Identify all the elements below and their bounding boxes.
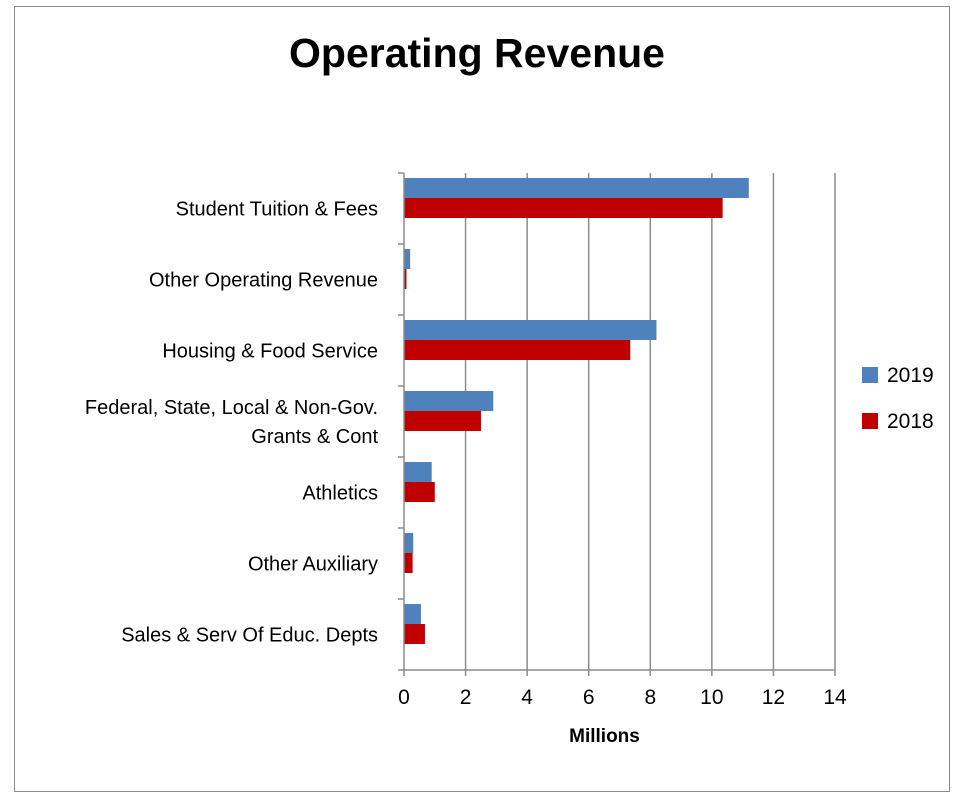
legend-swatch-2018 — [862, 413, 878, 429]
x-axis-title: Millions — [569, 726, 640, 747]
legend-label-2019: 2019 — [887, 364, 934, 387]
x-tick-label: 0 — [398, 686, 410, 709]
bar-2018 — [404, 269, 407, 289]
category-label: Housing & Food Service — [162, 341, 378, 363]
bar-2018 — [404, 340, 631, 360]
x-tick-label: 6 — [583, 686, 595, 709]
category-label: Grants & Cont — [251, 426, 378, 448]
x-tick-label: 4 — [521, 686, 533, 709]
x-tick-label: 12 — [762, 686, 785, 709]
x-tick-label: 2 — [460, 686, 472, 709]
category-label: Other Operating Revenue — [149, 270, 378, 292]
bar-2019 — [404, 178, 749, 198]
bar-2019 — [404, 249, 411, 269]
x-tick-label: 8 — [644, 686, 656, 709]
bar-2018 — [404, 482, 435, 502]
category-label: Other Auxiliary — [248, 554, 378, 576]
legend-label-2018: 2018 — [887, 410, 934, 433]
bar-2018 — [404, 624, 425, 644]
bar-2018 — [404, 198, 723, 218]
x-tick-label: 14 — [823, 686, 847, 709]
bar-2019 — [404, 462, 432, 482]
bar-2019 — [404, 604, 421, 624]
bar-2018 — [404, 411, 481, 431]
category-label: Federal, State, Local & Non-Gov. — [85, 397, 378, 419]
category-label: Athletics — [302, 483, 378, 505]
bar-2018 — [404, 553, 413, 573]
bar-2019 — [404, 533, 414, 553]
bar-2019 — [404, 391, 494, 411]
category-label: Sales & Serv Of Educ. Depts — [121, 625, 378, 647]
chart-title: Operating Revenue — [289, 30, 665, 76]
bar-2019 — [404, 320, 657, 340]
x-tick-label: 10 — [700, 686, 723, 709]
category-label: Student Tuition & Fees — [176, 199, 378, 221]
legend-swatch-2019 — [862, 367, 878, 383]
